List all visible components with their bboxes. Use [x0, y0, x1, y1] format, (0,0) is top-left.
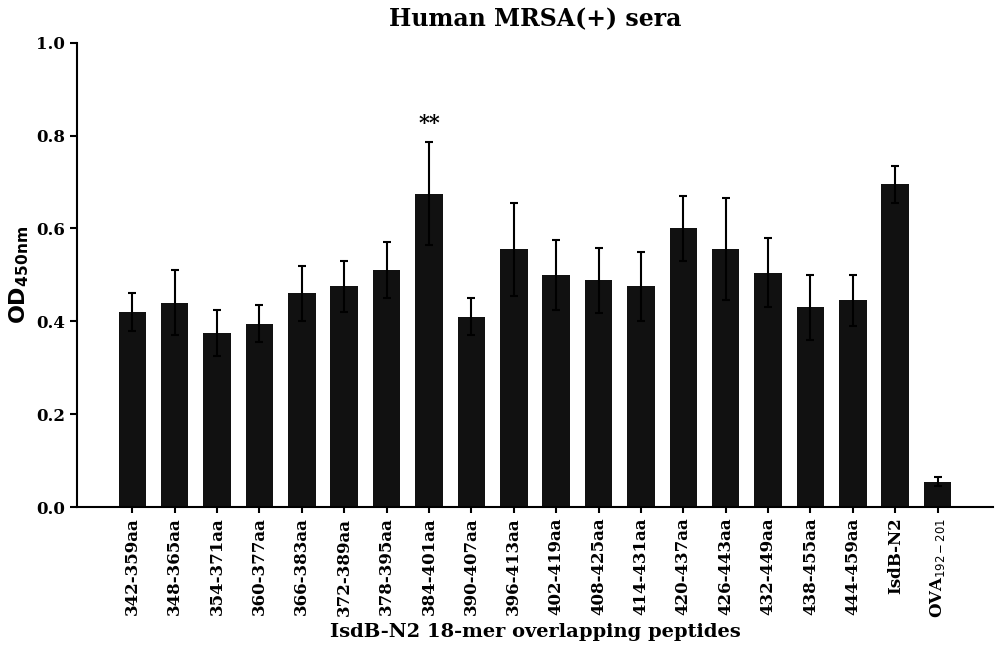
Title: Human MRSA(+) sera: Human MRSA(+) sera [389, 7, 681, 31]
Bar [415, 194, 443, 507]
Bar [754, 273, 782, 507]
Bar [881, 184, 909, 507]
Bar [542, 275, 570, 507]
Bar [288, 294, 316, 507]
Y-axis label: $\mathbf{OD_{450nm}}$: $\mathbf{OD_{450nm}}$ [7, 226, 31, 324]
Bar [203, 333, 231, 507]
Bar [458, 317, 485, 507]
Bar [712, 249, 739, 507]
Text: **: ** [418, 113, 440, 133]
Bar [373, 270, 400, 507]
Bar [246, 323, 273, 507]
Bar [924, 481, 951, 507]
Bar [797, 307, 824, 507]
Bar [161, 303, 188, 507]
Bar [585, 281, 612, 507]
Bar [839, 301, 867, 507]
Bar [330, 286, 358, 507]
Bar [500, 249, 528, 507]
Bar [627, 286, 655, 507]
X-axis label: IsdB-N2 18-mer overlapping peptides: IsdB-N2 18-mer overlapping peptides [330, 623, 740, 641]
Bar [670, 228, 697, 507]
Bar [119, 312, 146, 507]
